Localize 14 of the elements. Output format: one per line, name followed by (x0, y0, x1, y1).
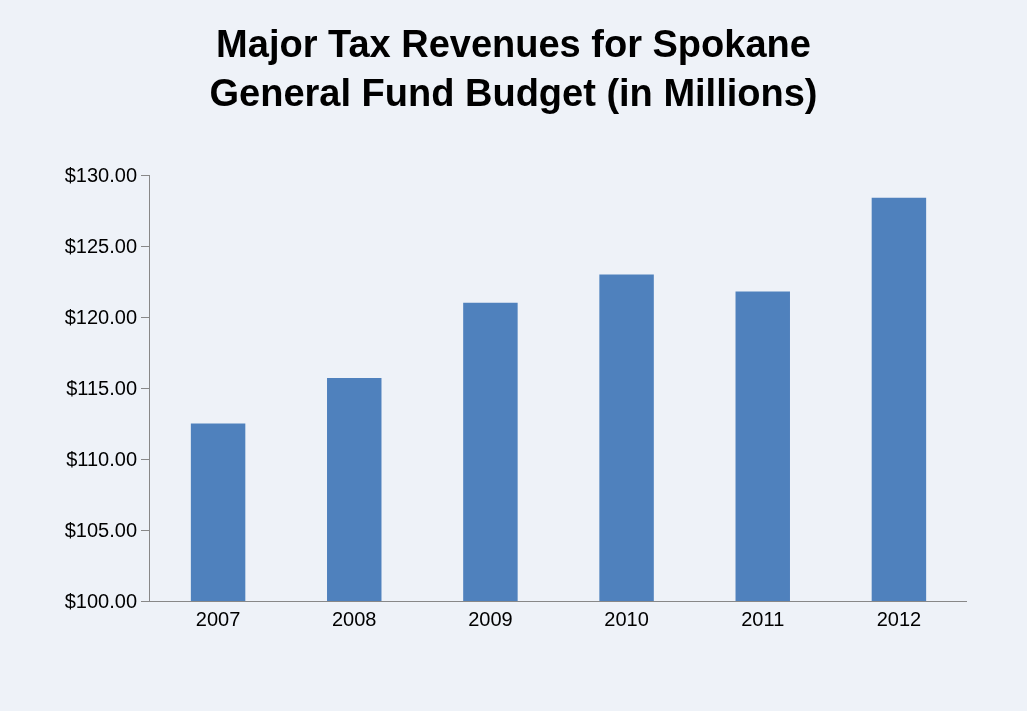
chart-title: Major Tax Revenues for Spokane General Fund Budget (in Millions) (209, 22, 818, 115)
x-tick-label: 2011 (741, 608, 785, 630)
y-tick-label: $115.00 (66, 377, 137, 399)
x-tick-label: 2010 (604, 608, 649, 630)
y-tick-label: $125.00 (64, 235, 137, 257)
y-tick-label: $100.00 (64, 590, 137, 612)
y-tick-label: $110.00 (66, 448, 137, 470)
y-tick-label: $130.00 (64, 164, 137, 186)
y-tick-label: $120.00 (64, 306, 137, 328)
x-tick-label: 2007 (195, 608, 241, 630)
x-tick-label: 2009 (468, 608, 513, 630)
x-tick-label: 2012 (876, 608, 922, 630)
y-tick-label: $105.00 (64, 519, 137, 541)
x-tick-label: 2008 (332, 608, 377, 630)
